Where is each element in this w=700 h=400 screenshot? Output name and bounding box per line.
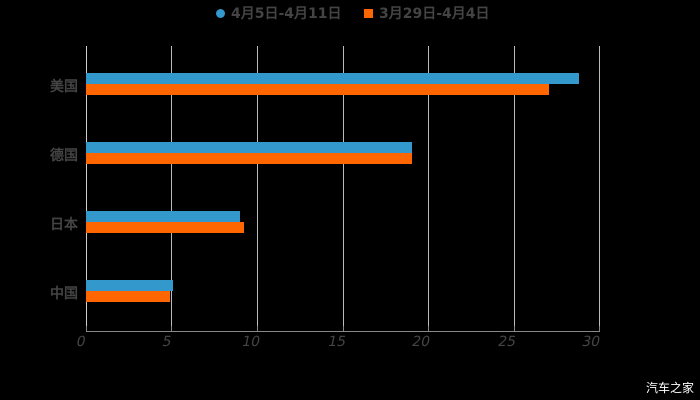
bar-china-series1[interactable] <box>86 280 174 291</box>
y-axis-line <box>86 46 87 326</box>
x-tick-mark <box>86 326 87 332</box>
chart-legend: 4月5日-4月11日 3月29日-4月4日 <box>0 3 700 23</box>
bar-japan-series1[interactable] <box>86 211 241 222</box>
bar-usa-series1[interactable] <box>86 73 580 84</box>
bar-germany-series2[interactable] <box>86 153 412 164</box>
bar-germany-series1[interactable] <box>86 142 412 153</box>
x-tick-mark <box>257 326 258 332</box>
bar-china-series2[interactable] <box>86 291 170 302</box>
category-label-china: 中国 <box>50 286 78 302</box>
gridline-10 <box>257 46 258 326</box>
x-tick-mark <box>171 326 172 332</box>
autohome-watermark: 汽车之家 <box>645 381 694 395</box>
x-tick-label-20: 20 <box>410 334 432 350</box>
x-tick-mark <box>428 326 429 332</box>
x-tick-label-5: 5 <box>160 334 174 350</box>
category-label-germany: 德国 <box>50 148 78 164</box>
legend-item-week-apr5[interactable]: 4月5日-4月11日 <box>216 3 342 23</box>
gridline-15 <box>343 46 344 326</box>
category-label-japan: 日本 <box>50 217 78 233</box>
legend-item-week-mar29[interactable]: 3月29日-4月4日 <box>364 3 490 23</box>
x-tick-mark <box>343 326 344 332</box>
legend-label: 3月29日-4月4日 <box>379 6 490 22</box>
gridline-30 <box>599 46 600 326</box>
x-tick-label-25: 25 <box>496 334 518 350</box>
category-label-usa: 美国 <box>50 79 78 95</box>
plot-area <box>86 46 600 326</box>
gridline-5 <box>171 46 172 326</box>
gridline-25 <box>514 46 515 326</box>
x-tick-label-30: 30 <box>580 334 602 350</box>
gridline-20 <box>428 46 429 326</box>
x-tick-label-15: 15 <box>326 334 348 350</box>
legend-label: 4月5日-4月11日 <box>231 6 342 22</box>
x-tick-label-10: 10 <box>240 334 262 350</box>
legend-orange-square-icon <box>364 8 373 18</box>
x-tick-label-0: 0 <box>74 334 88 350</box>
bar-usa-series2[interactable] <box>86 84 549 95</box>
legend-blue-circle-icon <box>216 8 225 18</box>
bar-japan-series2[interactable] <box>86 222 244 233</box>
x-tick-mark <box>599 326 600 332</box>
x-tick-mark <box>514 326 515 332</box>
